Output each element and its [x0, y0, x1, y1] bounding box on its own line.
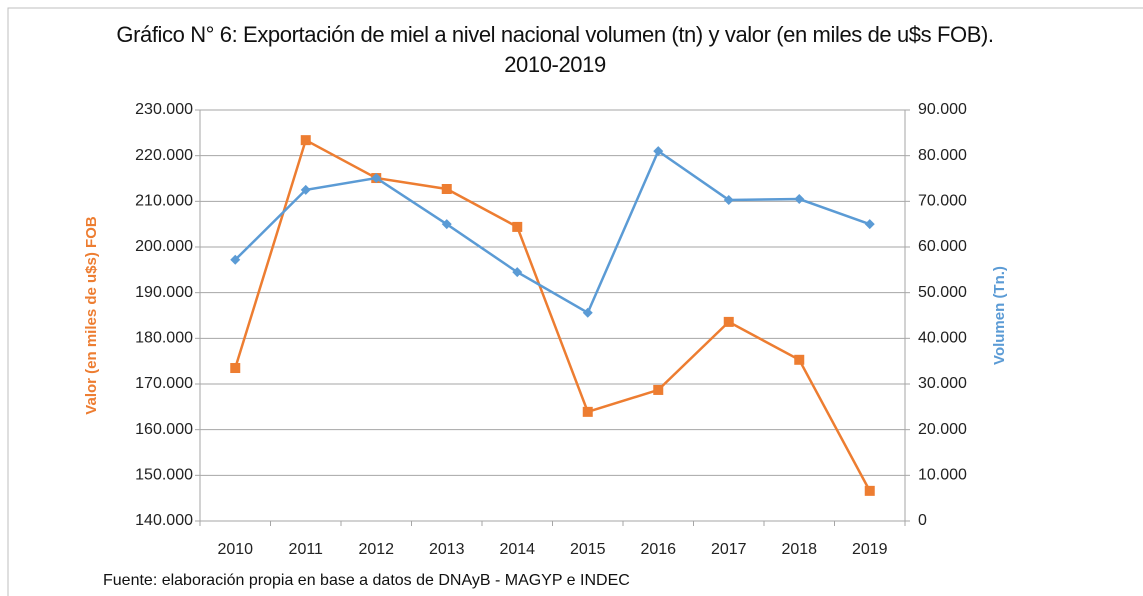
y2-tick-label: 30.000 [918, 375, 967, 392]
y2-tick-label: 70.000 [918, 193, 967, 210]
y2-tick-label: 10.000 [918, 467, 967, 484]
point [371, 173, 382, 184]
x-tick-label: 2016 [640, 541, 676, 558]
series-line [234, 138, 871, 492]
y2-axis-label: Volumen (Tn.) [991, 266, 1008, 365]
x-tick-label: 2018 [781, 541, 817, 558]
x-tick-label: 2011 [289, 541, 324, 558]
x-tick-label: 2010 [217, 541, 253, 558]
y2-tick-label: 20.000 [918, 421, 967, 438]
point [653, 146, 664, 157]
point [653, 384, 664, 395]
y-tick-label: 190.000 [135, 284, 193, 301]
y2-tick-label: 40.000 [918, 330, 967, 347]
point [230, 254, 241, 265]
point [300, 184, 311, 195]
y-tick-label: 210.000 [135, 193, 193, 210]
y2-tick-label: 50.000 [918, 284, 967, 301]
point [512, 267, 523, 278]
point [441, 184, 452, 195]
y2-tick-label: 0 [918, 512, 927, 529]
chart-title: Gráfico N° 6: Exportación de miel a nive… [116, 22, 994, 77]
y2-tick-label: 80.000 [918, 147, 967, 164]
point [441, 219, 452, 230]
point [864, 485, 875, 496]
point [723, 316, 734, 327]
point [864, 219, 875, 230]
x-tick-label: 2017 [711, 541, 747, 558]
y-tick-label: 160.000 [135, 421, 193, 438]
y-tick-label: 180.000 [135, 330, 193, 347]
point [723, 194, 734, 205]
x-tick-label: 2012 [358, 541, 394, 558]
y-tick-label: 140.000 [135, 512, 193, 529]
point [230, 363, 241, 374]
point [512, 221, 523, 232]
y-tick-label: 230.000 [135, 101, 193, 118]
x-tick-label: 2019 [852, 541, 888, 558]
series-line [234, 149, 871, 315]
point [794, 194, 805, 205]
y-tick-label: 220.000 [135, 147, 193, 164]
y-tick-label: 150.000 [135, 467, 193, 484]
y2-tick-label: 60.000 [918, 238, 967, 255]
point [582, 406, 593, 417]
x-tick-label: 2015 [570, 541, 606, 558]
chart-frame [7, 7, 1143, 596]
point [794, 354, 805, 365]
x-tick-label: 2013 [429, 541, 465, 558]
point [582, 307, 593, 318]
x-tick-label: 2014 [499, 541, 535, 558]
y-tick-label: 170.000 [135, 375, 193, 392]
point [300, 135, 311, 146]
y-axis-label: Valor (en miles de u$s) FOB [83, 216, 100, 415]
y-tick-label: 200.000 [135, 238, 193, 255]
source-note: Fuente: elaboración propia en base a dat… [103, 572, 630, 589]
y2-tick-label: 90.000 [918, 101, 967, 118]
